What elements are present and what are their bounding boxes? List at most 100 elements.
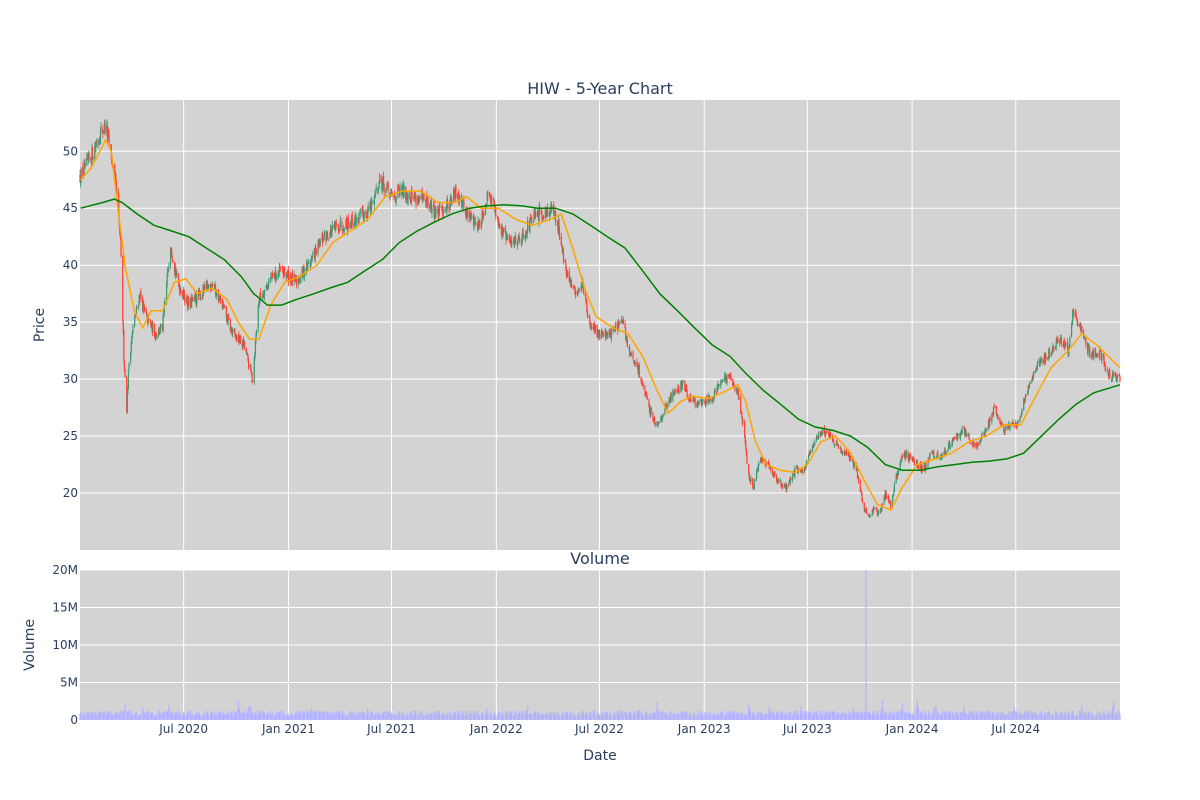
volume-bar bbox=[255, 711, 257, 720]
candle-body bbox=[670, 393, 672, 401]
candle-body bbox=[493, 200, 495, 206]
volume-bar bbox=[1105, 713, 1107, 720]
volume-bar bbox=[96, 713, 98, 720]
volume-bar bbox=[395, 715, 397, 720]
candle-body bbox=[114, 164, 116, 174]
candle-body bbox=[1103, 355, 1105, 365]
candle-body bbox=[549, 206, 552, 214]
candle-body bbox=[900, 459, 902, 461]
candle-body bbox=[641, 381, 643, 383]
candle-body bbox=[269, 279, 271, 283]
volume-bar bbox=[419, 711, 421, 720]
candle-body bbox=[860, 491, 863, 494]
candle-body bbox=[749, 478, 751, 480]
candle-body bbox=[1077, 323, 1079, 326]
candle-body bbox=[1113, 373, 1115, 377]
volume-bar bbox=[196, 712, 198, 720]
volume-bar bbox=[144, 713, 146, 720]
candle-body bbox=[837, 444, 839, 446]
candle-body bbox=[245, 347, 247, 353]
candle-body bbox=[761, 458, 763, 460]
candle-body bbox=[530, 215, 532, 218]
volume-bar bbox=[726, 711, 728, 720]
volume-bar bbox=[435, 710, 437, 720]
candle-body bbox=[756, 470, 758, 479]
candle-body bbox=[453, 191, 455, 193]
candle-body bbox=[515, 237, 517, 243]
candle-body bbox=[362, 210, 364, 215]
candle-body bbox=[80, 168, 82, 183]
candle-body bbox=[373, 195, 376, 205]
candle-body bbox=[496, 215, 499, 218]
candle-body bbox=[892, 495, 894, 502]
volume-bar bbox=[415, 713, 417, 720]
volume-bar bbox=[168, 705, 170, 720]
price-y-tick-label: 20 bbox=[63, 486, 78, 500]
candle-body bbox=[566, 272, 569, 277]
candle-body bbox=[1070, 324, 1073, 337]
candle-body bbox=[584, 292, 586, 296]
candle-body bbox=[872, 508, 874, 512]
volume-bar bbox=[1081, 705, 1083, 720]
candle-body bbox=[582, 283, 585, 293]
candle-body bbox=[310, 258, 312, 263]
candle-body bbox=[487, 190, 489, 196]
volume-bar bbox=[355, 716, 357, 720]
candle-body bbox=[834, 444, 836, 446]
candle-body bbox=[750, 477, 752, 482]
candle-body bbox=[486, 193, 488, 202]
candle-body bbox=[893, 483, 896, 492]
candle-body bbox=[247, 355, 249, 361]
candle-body bbox=[621, 319, 623, 322]
candle-body bbox=[303, 271, 306, 277]
candle-body bbox=[220, 296, 222, 301]
date-x-tick-label: Jul 2020 bbox=[158, 722, 208, 736]
candle-body bbox=[780, 481, 782, 487]
candle-body bbox=[1009, 424, 1011, 429]
candle-body bbox=[1005, 426, 1007, 429]
candle-body bbox=[1115, 372, 1117, 381]
candle-body bbox=[524, 235, 526, 240]
candle-body bbox=[967, 433, 969, 436]
volume-bar bbox=[543, 714, 545, 720]
volume-bar bbox=[714, 716, 716, 720]
candle-body bbox=[102, 129, 104, 133]
candle-body bbox=[624, 323, 626, 329]
candle-body bbox=[188, 298, 190, 307]
candle-body bbox=[629, 352, 631, 355]
candle-body bbox=[1037, 360, 1039, 363]
candle-body bbox=[556, 221, 558, 223]
volume-bar bbox=[566, 712, 569, 720]
candle-body bbox=[173, 261, 176, 272]
candle-body bbox=[193, 294, 196, 299]
candle-body bbox=[212, 284, 214, 286]
candle-body bbox=[294, 274, 296, 276]
candle-body bbox=[259, 291, 262, 298]
volume-bar bbox=[495, 715, 497, 720]
price-y-tick-label: 50 bbox=[63, 144, 78, 158]
candle-body bbox=[1061, 344, 1063, 347]
price-y-tick-label: 30 bbox=[63, 372, 78, 386]
candle-body bbox=[688, 400, 691, 402]
candle-body bbox=[634, 362, 636, 365]
candle-body bbox=[486, 203, 488, 206]
candle-body bbox=[939, 456, 942, 459]
volume-bar bbox=[548, 710, 550, 720]
volume-bar bbox=[754, 715, 756, 720]
candle-body bbox=[391, 191, 393, 195]
candle-body bbox=[613, 329, 615, 330]
candle-body bbox=[988, 418, 991, 427]
volume-bar bbox=[865, 570, 867, 720]
candle-body bbox=[214, 284, 217, 295]
candle-body bbox=[562, 252, 565, 262]
volume-bar bbox=[682, 712, 684, 720]
candle-body bbox=[322, 241, 324, 243]
candle-body bbox=[694, 398, 696, 406]
volume-bar bbox=[132, 713, 134, 720]
volume-bar bbox=[846, 714, 848, 720]
volume-bar bbox=[1119, 714, 1121, 720]
volume-bar bbox=[262, 710, 264, 720]
volume-bar bbox=[263, 712, 266, 720]
volume-bar bbox=[116, 712, 118, 720]
